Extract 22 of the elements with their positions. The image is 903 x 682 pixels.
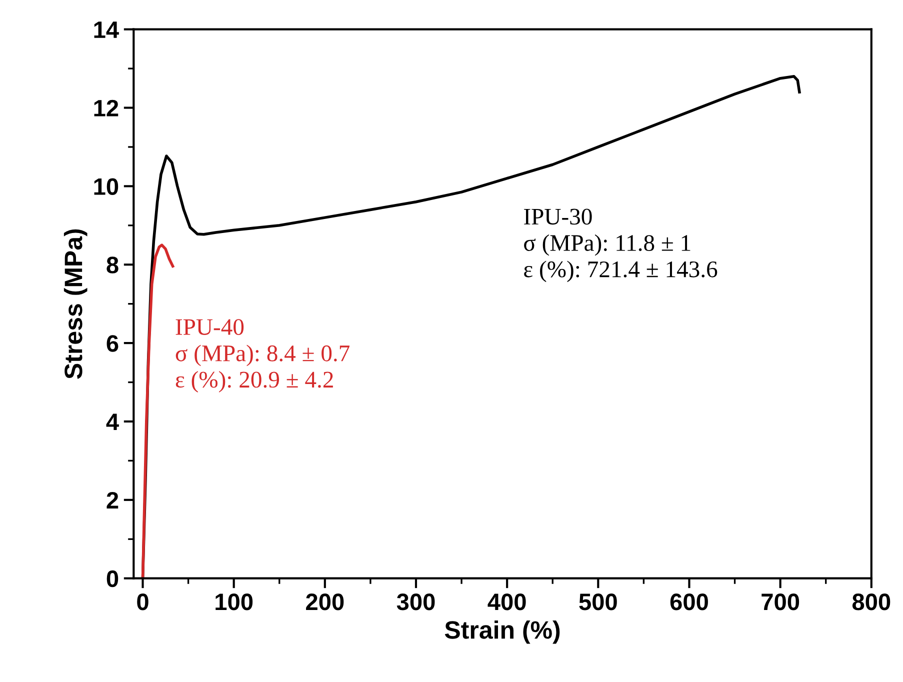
x-tick-label: 800: [852, 594, 890, 610]
line-series: [141, 244, 174, 578]
x-tick-label: 700: [762, 594, 800, 610]
y-axis-title: Stress (MPa): [64, 229, 88, 379]
x-tick-label: 200: [306, 594, 344, 610]
x-tick-label: 100: [216, 594, 253, 610]
x-tick-label: 300: [396, 594, 435, 610]
x-axis-title: Strain (%): [444, 620, 560, 644]
y-tick-label: 10: [94, 178, 118, 195]
y-tick-label: 4: [106, 414, 119, 430]
annotation: IPU-30 σ (MPa): 11.8 ± 1 ε (%): 721.4 ± 143.6: [524, 208, 718, 282]
x-tick-label: 400: [488, 594, 526, 610]
y-tick-label: 12: [94, 100, 118, 116]
x-tick-label: 600: [670, 594, 708, 610]
annotation: IPU-40 σ (MPa): 8.4 ± 0.7 ε (%): 20.9 ± 4.2: [176, 319, 350, 392]
y-tick-label: 6: [106, 335, 118, 352]
x-tick-label: 500: [579, 594, 617, 610]
y-tick-label: 2: [106, 492, 118, 508]
y-tick-label: 14: [94, 22, 119, 38]
x-tick-label: 0: [137, 594, 148, 610]
y-tick-label: 8: [106, 256, 118, 274]
y-tick-label: 0: [106, 570, 118, 588]
